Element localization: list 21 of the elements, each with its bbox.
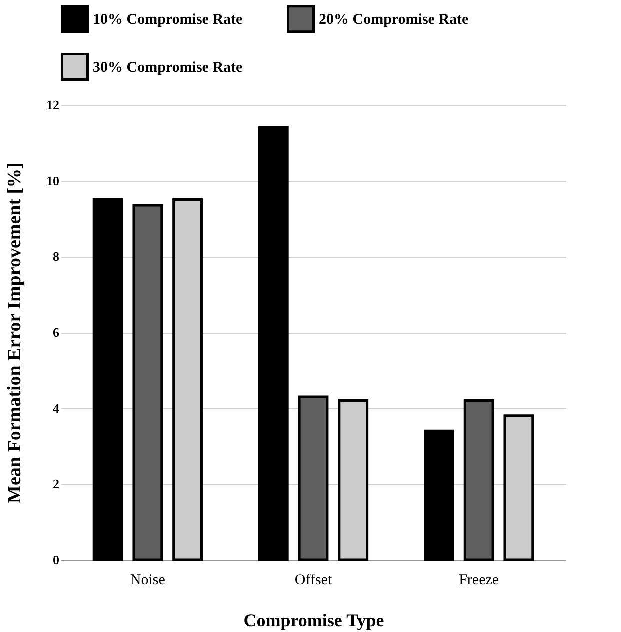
y-tick-label: 0 <box>53 552 60 568</box>
y-tick-label: 12 <box>46 98 60 112</box>
x-axis-title: Compromise Type <box>244 610 384 630</box>
x-tick-label: Noise <box>130 572 166 588</box>
bar <box>424 430 454 562</box>
x-tick-label: Offset <box>294 572 333 588</box>
legend-label: 20% Compromise Rate <box>319 12 470 28</box>
x-tick-label: Freeze <box>459 572 500 588</box>
y-tick-label: 4 <box>53 400 60 416</box>
bar <box>132 204 164 562</box>
y-tick-label: 6 <box>53 325 60 340</box>
bar <box>92 198 124 562</box>
bar <box>464 400 494 562</box>
y-axis-title: Mean Formation Error Improvement [%] <box>4 162 26 504</box>
y-tick-label: 2 <box>53 476 60 492</box>
bar <box>298 396 329 562</box>
legend-label: 10% Compromise Rate <box>93 12 244 28</box>
y-tick-label: 8 <box>53 249 60 264</box>
legend-label: 30% Compromise Rate <box>93 60 244 76</box>
y-tick-label: 10 <box>46 173 60 188</box>
bar <box>258 126 289 562</box>
